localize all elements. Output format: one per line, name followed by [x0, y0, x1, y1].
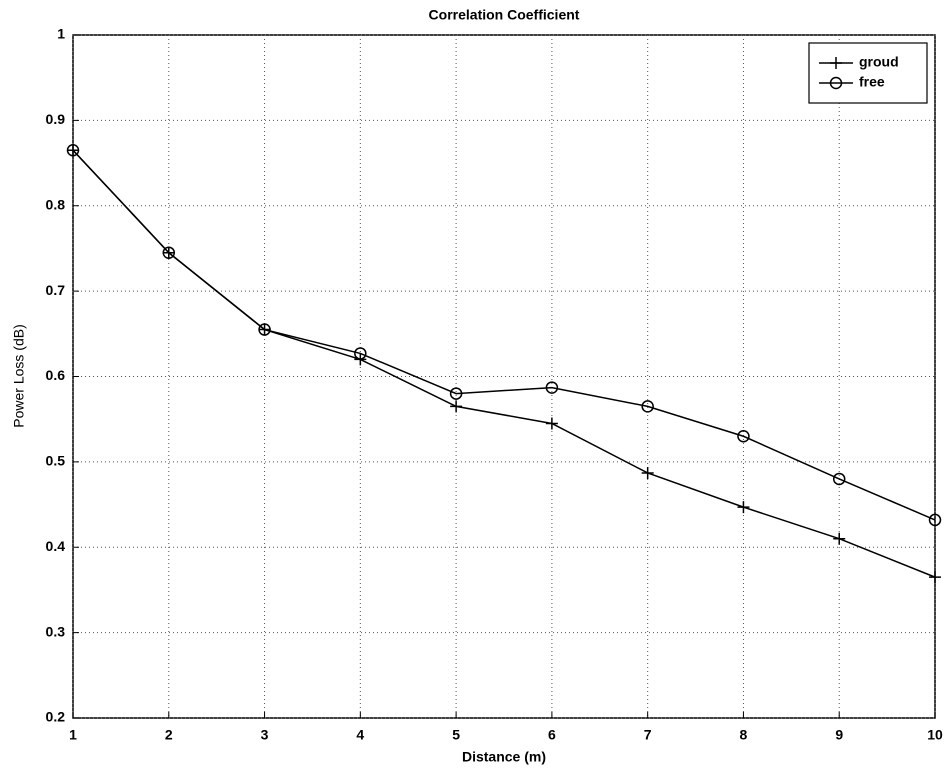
data-point	[832, 472, 846, 486]
series-line	[72, 149, 936, 578]
legend-box	[808, 42, 928, 104]
data-point	[833, 532, 846, 545]
x-tick-label: 7	[644, 727, 652, 743]
data-point	[929, 571, 941, 584]
y-tick-label: 0.8	[46, 196, 66, 212]
x-tick-label: 1	[69, 727, 77, 743]
x-tick-label: 9	[835, 727, 843, 743]
data-point	[737, 430, 750, 443]
data-point	[66, 144, 80, 157]
legend-marker	[829, 76, 843, 90]
x-tick-label: 6	[548, 727, 556, 743]
data-point	[545, 417, 558, 430]
x-tick-label: 5	[452, 727, 460, 743]
legend-marker	[830, 57, 842, 69]
data-point	[67, 144, 79, 157]
data-point	[928, 513, 942, 527]
chart-title: Correlation Coefficient	[429, 7, 580, 23]
series-line	[72, 149, 936, 521]
legend-label: groud	[859, 54, 899, 70]
x-tick-label: 10	[927, 727, 943, 743]
data-point	[450, 400, 463, 413]
y-tick-label: 0.7	[46, 282, 66, 298]
x-axis-label: Distance (m)	[462, 749, 546, 765]
data-point	[449, 387, 463, 400]
x-tick-label: 2	[165, 727, 173, 743]
y-tick-label: 0.4	[46, 538, 66, 554]
data-point	[258, 323, 271, 336]
legend-label: free	[859, 74, 885, 90]
y-tick-label: 0.6	[46, 367, 66, 383]
data-point	[737, 501, 750, 514]
data-point	[354, 347, 367, 360]
data-point	[545, 381, 559, 394]
y-tick-label: 0.9	[46, 111, 66, 127]
data-point	[641, 466, 654, 479]
y-axis-label: Power Loss (dB)	[11, 324, 27, 427]
y-tick-label: 0.5	[46, 453, 66, 469]
x-tick-label: 8	[740, 727, 748, 743]
y-tick-label: 0.3	[46, 623, 66, 639]
x-tick-label: 4	[356, 727, 364, 743]
x-tick-label: 3	[261, 727, 269, 743]
data-point	[162, 246, 176, 259]
data-point	[641, 400, 654, 413]
y-tick-label: 1	[57, 26, 65, 42]
y-tick-label: 0.2	[46, 709, 66, 725]
